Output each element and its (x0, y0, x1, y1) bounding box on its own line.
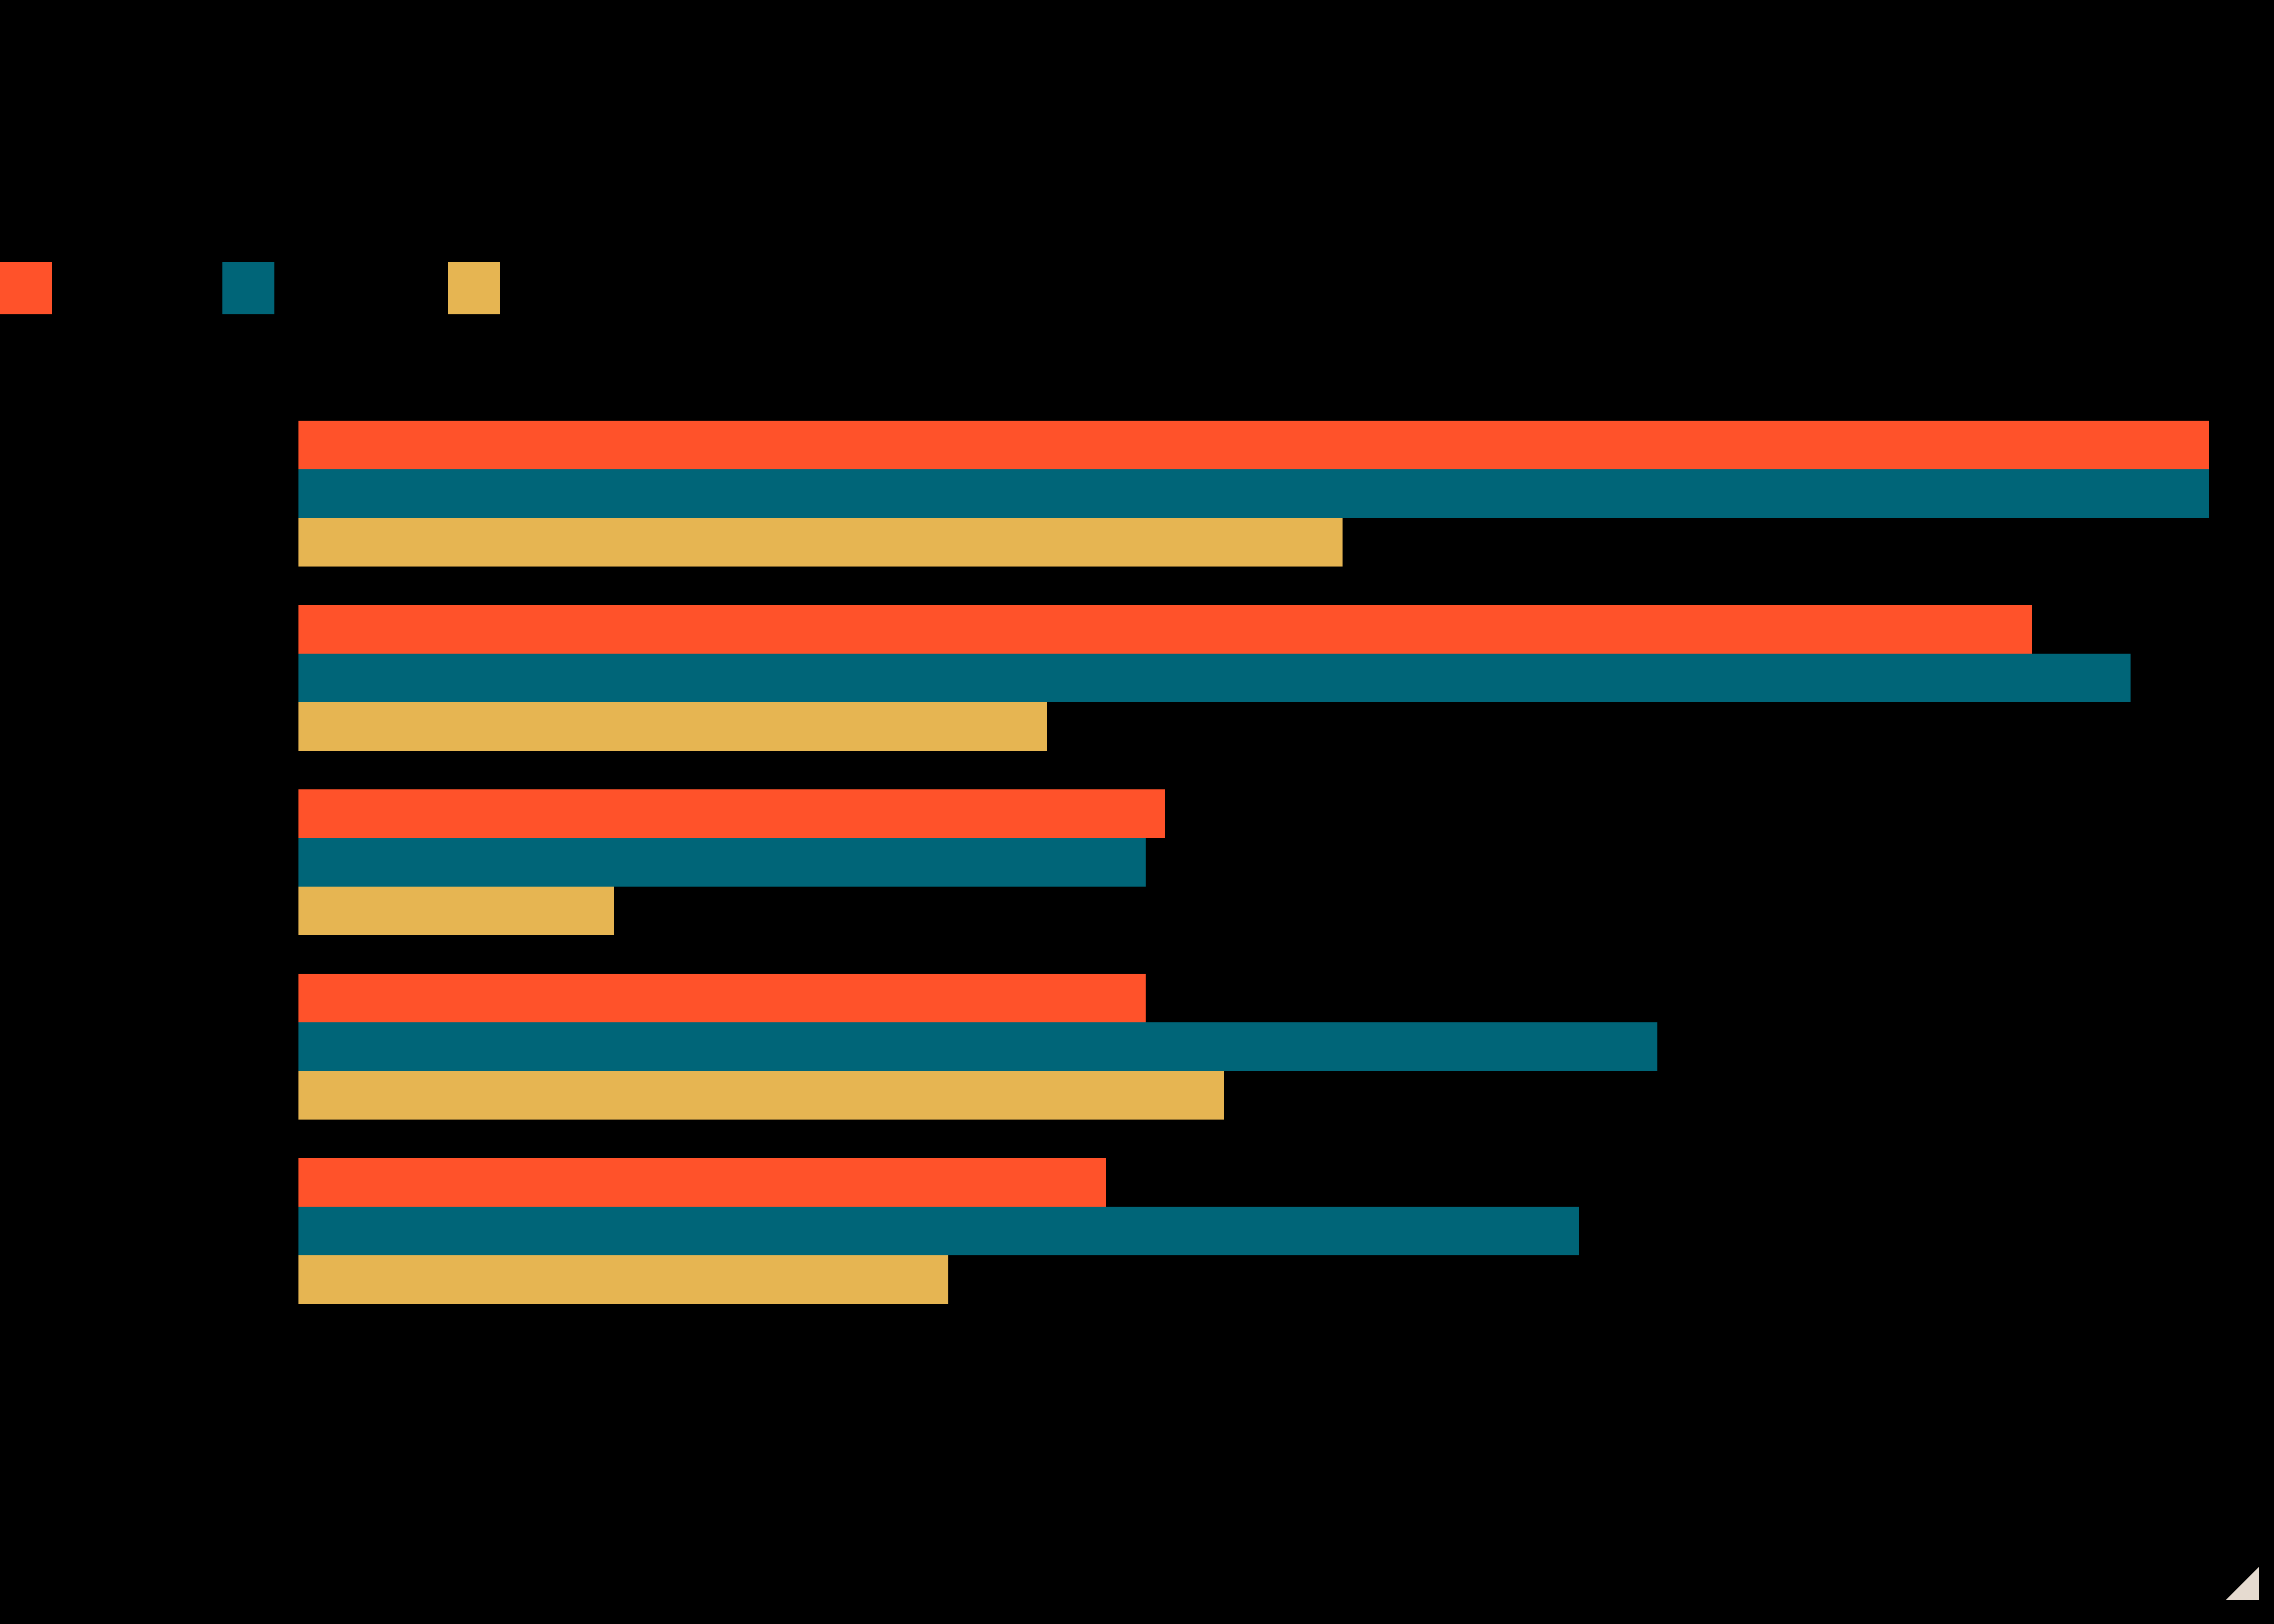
gridline (1480, 421, 1482, 1304)
bar-series-1 (298, 605, 2032, 654)
bar-series-1 (298, 421, 2209, 469)
bar-series-2 (298, 469, 2209, 518)
legend-item-series-2 (222, 262, 286, 314)
gridline (1874, 421, 1875, 1304)
bar-group (298, 605, 2267, 751)
bar-series-2 (298, 1022, 1658, 1071)
legend-swatch-series-3 (448, 262, 500, 314)
bar-group (298, 974, 2267, 1120)
plot-area (298, 421, 2269, 1304)
legend-swatch-series-1 (0, 262, 52, 314)
legend-item-series-1 (0, 262, 64, 314)
bar-series-1 (298, 789, 1165, 838)
bar-group (298, 789, 2267, 935)
bar-series-2 (298, 654, 2131, 702)
bar-series-3 (298, 702, 1047, 751)
gridline (2268, 421, 2269, 1304)
corner-triangle-icon (2226, 1567, 2259, 1600)
bar-series-1 (298, 974, 1146, 1022)
bar-group (298, 421, 2267, 567)
legend-swatch-series-2 (222, 262, 274, 314)
bar-group (298, 1158, 2267, 1304)
bar-series-3 (298, 1255, 949, 1304)
bar-series-3 (298, 518, 1343, 567)
chart-legend (0, 262, 578, 314)
legend-item-series-3 (448, 262, 512, 314)
bar-series-2 (298, 838, 1146, 887)
bar-series-3 (298, 1071, 1225, 1120)
bar-series-1 (298, 1158, 1106, 1207)
bar-series-3 (298, 887, 614, 935)
bar-series-2 (298, 1207, 1579, 1255)
